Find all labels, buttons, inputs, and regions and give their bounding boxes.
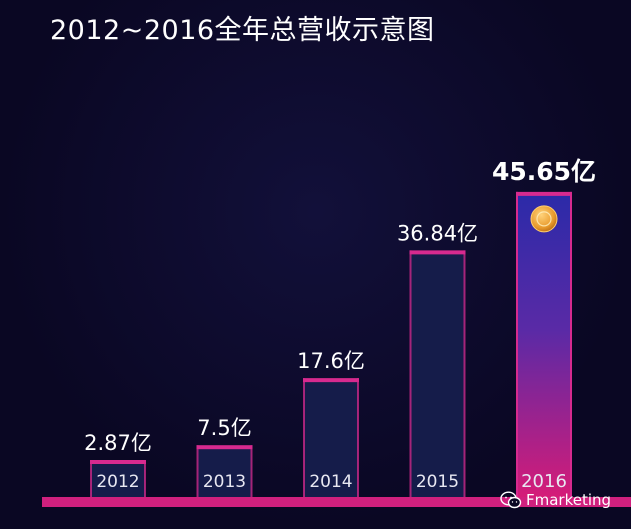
value-label-2013: 7.5亿 [197,416,251,440]
bar-2012 [91,462,145,497]
bar-edge-left-2014 [303,378,305,497]
bar-2015 [410,252,465,497]
category-label-2012: 2012 [96,472,139,492]
category-label-2016: 2016 [521,471,567,492]
category-label-2013: 2013 [203,472,246,492]
watermark: Fmarketing [500,488,611,512]
bar-edge-left-2015 [409,250,412,497]
coin-icon-inner [536,211,552,227]
chart-title: 2012~2016全年总营收示意图 [50,15,435,46]
wechat-icon [500,491,522,509]
value-label-2012: 2.87亿 [84,431,152,455]
bar-cap-2012 [90,460,146,464]
watermark-text: Fmarketing [526,491,612,509]
bar-edge-left-2016 [516,191,518,497]
bar-cap-2013 [196,445,253,450]
bar-cap-2015 [409,250,466,255]
bar-edge-right-2012 [144,460,146,497]
bar-2016 [517,193,571,497]
value-label-2016: 45.65亿 [492,157,596,186]
bar-edge-right-2015 [463,250,466,497]
value-label-2015: 36.84亿 [397,221,478,245]
bar-edge-right-2013 [250,445,253,497]
category-label-2014: 2014 [309,472,352,492]
coin-icon [530,205,558,233]
bar-2013 [197,447,252,497]
bar-edge-left-2013 [196,445,199,497]
value-label-2014: 17.6亿 [297,349,365,373]
category-label-2015: 2015 [416,472,459,492]
x-axis-baseline [42,497,631,507]
bar-cap-2016 [516,191,572,196]
bar-edge-right-2016 [570,191,572,497]
bar-2014 [304,380,358,497]
bar-edge-right-2014 [357,378,359,497]
bar-edge-left-2012 [90,460,92,497]
bar-cap-2014 [303,378,359,383]
